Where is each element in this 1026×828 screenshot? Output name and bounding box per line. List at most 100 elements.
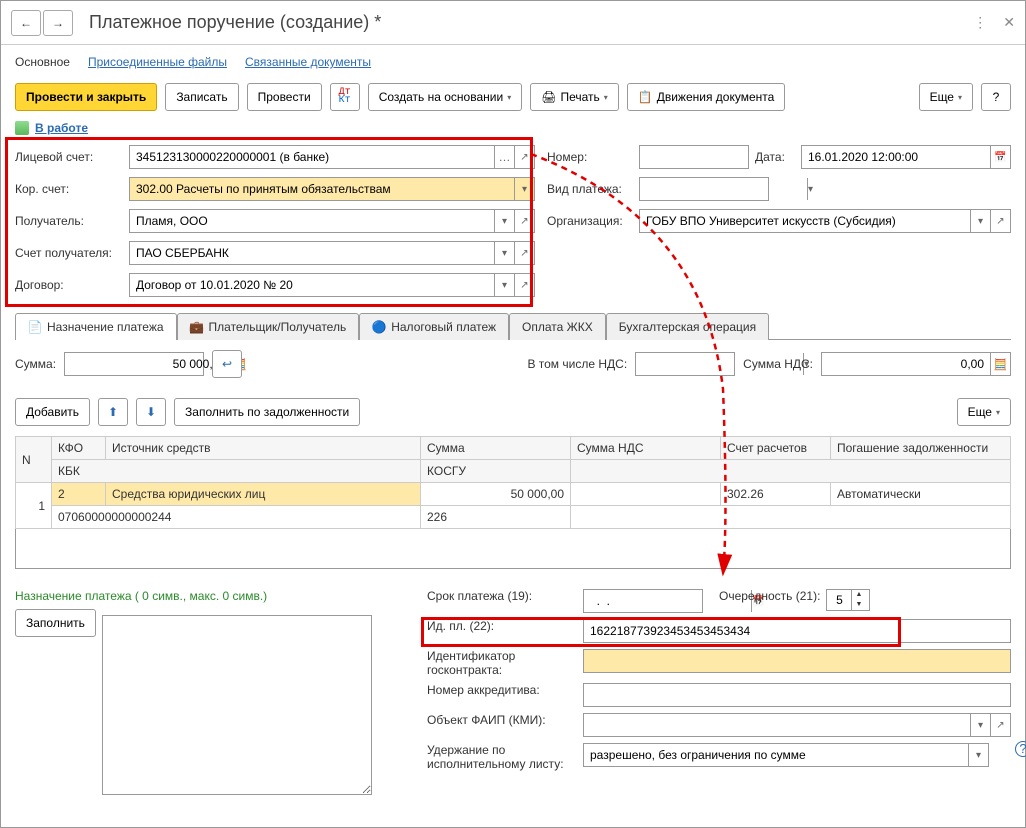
date-cal-button[interactable]: [990, 146, 1010, 168]
forward-button[interactable]: →: [43, 10, 73, 36]
close-icon[interactable]: ✕: [1003, 14, 1015, 31]
status-link[interactable]: В работе: [35, 121, 88, 135]
movements-label: Движения документа: [657, 90, 775, 104]
print-button[interactable]: Печать▾: [530, 83, 619, 111]
table-more-button[interactable]: Еще▾: [957, 398, 1011, 426]
idpl-input-wrap: [583, 619, 1011, 643]
add-button[interactable]: Добавить: [15, 398, 90, 426]
contract-drop-button[interactable]: [494, 274, 514, 296]
purpose-textarea[interactable]: [102, 615, 372, 795]
more-label: Еще: [930, 90, 954, 104]
th-kfo: КФО: [52, 437, 106, 460]
paytype-label: Вид платежа:: [547, 182, 633, 196]
faip-popup-button[interactable]: [990, 714, 1010, 736]
navtab-linked[interactable]: Связанные документы: [245, 55, 371, 69]
td-n: 1: [16, 483, 52, 529]
ndssum-calc-button[interactable]: [990, 353, 1010, 375]
faip-input-wrap: [583, 713, 1011, 737]
org-input-wrap: [639, 209, 1011, 233]
org-popup-button[interactable]: [990, 210, 1010, 232]
akkred-input[interactable]: [584, 684, 1010, 706]
dkkt-icon: ДтКт: [339, 89, 351, 105]
back-button[interactable]: ←: [11, 10, 41, 36]
navtab-main[interactable]: Основное: [15, 55, 70, 69]
tab-tax[interactable]: 🔵Налоговый платеж: [359, 313, 509, 340]
account-dots-button[interactable]: [494, 146, 514, 168]
recipient-popup-button[interactable]: [514, 210, 534, 232]
ndssum-input-wrap: [821, 352, 1011, 376]
create-label: Создать на основании: [379, 90, 504, 104]
faip-drop-button[interactable]: [970, 714, 990, 736]
print-icon: [541, 90, 556, 104]
dkkt-button[interactable]: ДтКт: [330, 83, 360, 111]
refresh-button[interactable]: [212, 350, 242, 378]
table-row[interactable]: 07060000000000244 226: [16, 506, 1011, 529]
move-up-button[interactable]: [98, 398, 128, 426]
more-button[interactable]: Еще▾: [919, 83, 973, 111]
help-icon[interactable]: ?: [1015, 741, 1026, 757]
org-drop-button[interactable]: [970, 210, 990, 232]
priority-input[interactable]: [827, 590, 851, 610]
td-nds: [571, 483, 721, 506]
save-button[interactable]: Записать: [165, 83, 238, 111]
recipient-label: Получатель:: [15, 214, 123, 228]
create-based-button[interactable]: Создать на основании▾: [368, 83, 523, 111]
date-label: Дата:: [755, 150, 795, 164]
sum-label: Сумма:: [15, 357, 56, 371]
td-kbk: 07060000000000244: [52, 506, 421, 529]
fill-button[interactable]: Заполнить: [15, 609, 96, 637]
td-kosgu: 226: [421, 506, 571, 529]
org-label: Организация:: [547, 214, 633, 228]
tab-payer[interactable]: 💼Плательщик/Получатель: [177, 313, 360, 340]
td-sum: 50 000,00: [421, 483, 571, 506]
recacc-drop-button[interactable]: [494, 242, 514, 264]
submit-button[interactable]: Провести и закрыть: [15, 83, 157, 111]
contract-input-wrap: [129, 273, 535, 297]
recacc-popup-button[interactable]: [514, 242, 534, 264]
tab-accounting[interactable]: Бухгалтерская операция: [606, 313, 769, 340]
account-popup-button[interactable]: [514, 146, 534, 168]
fill-debt-button[interactable]: Заполнить по задолженности: [174, 398, 360, 426]
date-input[interactable]: [802, 146, 990, 168]
wallet-icon: 💼: [190, 320, 204, 334]
help-button[interactable]: ?: [981, 83, 1011, 111]
tab-zhkh[interactable]: Оплата ЖКХ: [509, 313, 606, 340]
th-src: Источник средств: [106, 437, 421, 460]
tab-tax-label: Налоговый платеж: [391, 320, 496, 334]
tab-purpose[interactable]: 📄Назначение платежа: [15, 313, 177, 340]
tab-zhkh-label: Оплата ЖКХ: [522, 320, 593, 334]
movements-button[interactable]: Движения документа: [627, 83, 786, 111]
contract-input[interactable]: [130, 274, 494, 296]
spin-up[interactable]: ▲: [852, 590, 865, 600]
date-input-wrap: [801, 145, 1011, 169]
th-nds: Сумма НДС: [571, 437, 721, 460]
th-pay: Погашение задолженности: [831, 437, 1011, 460]
corr-input[interactable]: [130, 178, 514, 200]
account-input[interactable]: [130, 146, 494, 168]
paytype-input[interactable]: [640, 178, 807, 200]
ndssum-input[interactable]: [822, 353, 990, 375]
goscontract-input[interactable]: [584, 650, 1010, 672]
paytype-drop-button[interactable]: [807, 178, 813, 200]
recacc-input[interactable]: [130, 242, 494, 264]
hold-input[interactable]: [584, 744, 968, 766]
idpl-input[interactable]: [584, 620, 1010, 642]
sum-bar: Сумма: В том числе НДС: Сумма НДС:: [15, 340, 1011, 388]
navtab-files[interactable]: Присоединенные файлы: [88, 55, 227, 69]
org-input[interactable]: [640, 210, 970, 232]
run-button[interactable]: Провести: [247, 83, 322, 111]
status-icon: [15, 121, 29, 135]
menu-icon[interactable]: ⋮: [973, 14, 987, 31]
nds-label: В том числе НДС:: [527, 357, 627, 371]
table-row[interactable]: 1 2 Средства юридических лиц 50 000,00 3…: [16, 483, 1011, 506]
hold-drop-button[interactable]: [968, 744, 988, 766]
th-acc: Счет расчетов: [721, 437, 831, 460]
contract-popup-button[interactable]: [514, 274, 534, 296]
recipient-input[interactable]: [130, 210, 494, 232]
faip-input[interactable]: [584, 714, 970, 736]
corr-drop-button[interactable]: [514, 178, 534, 200]
recipient-drop-button[interactable]: [494, 210, 514, 232]
sum-input[interactable]: [65, 353, 232, 375]
move-down-button[interactable]: [136, 398, 166, 426]
spin-down[interactable]: ▼: [852, 600, 865, 610]
